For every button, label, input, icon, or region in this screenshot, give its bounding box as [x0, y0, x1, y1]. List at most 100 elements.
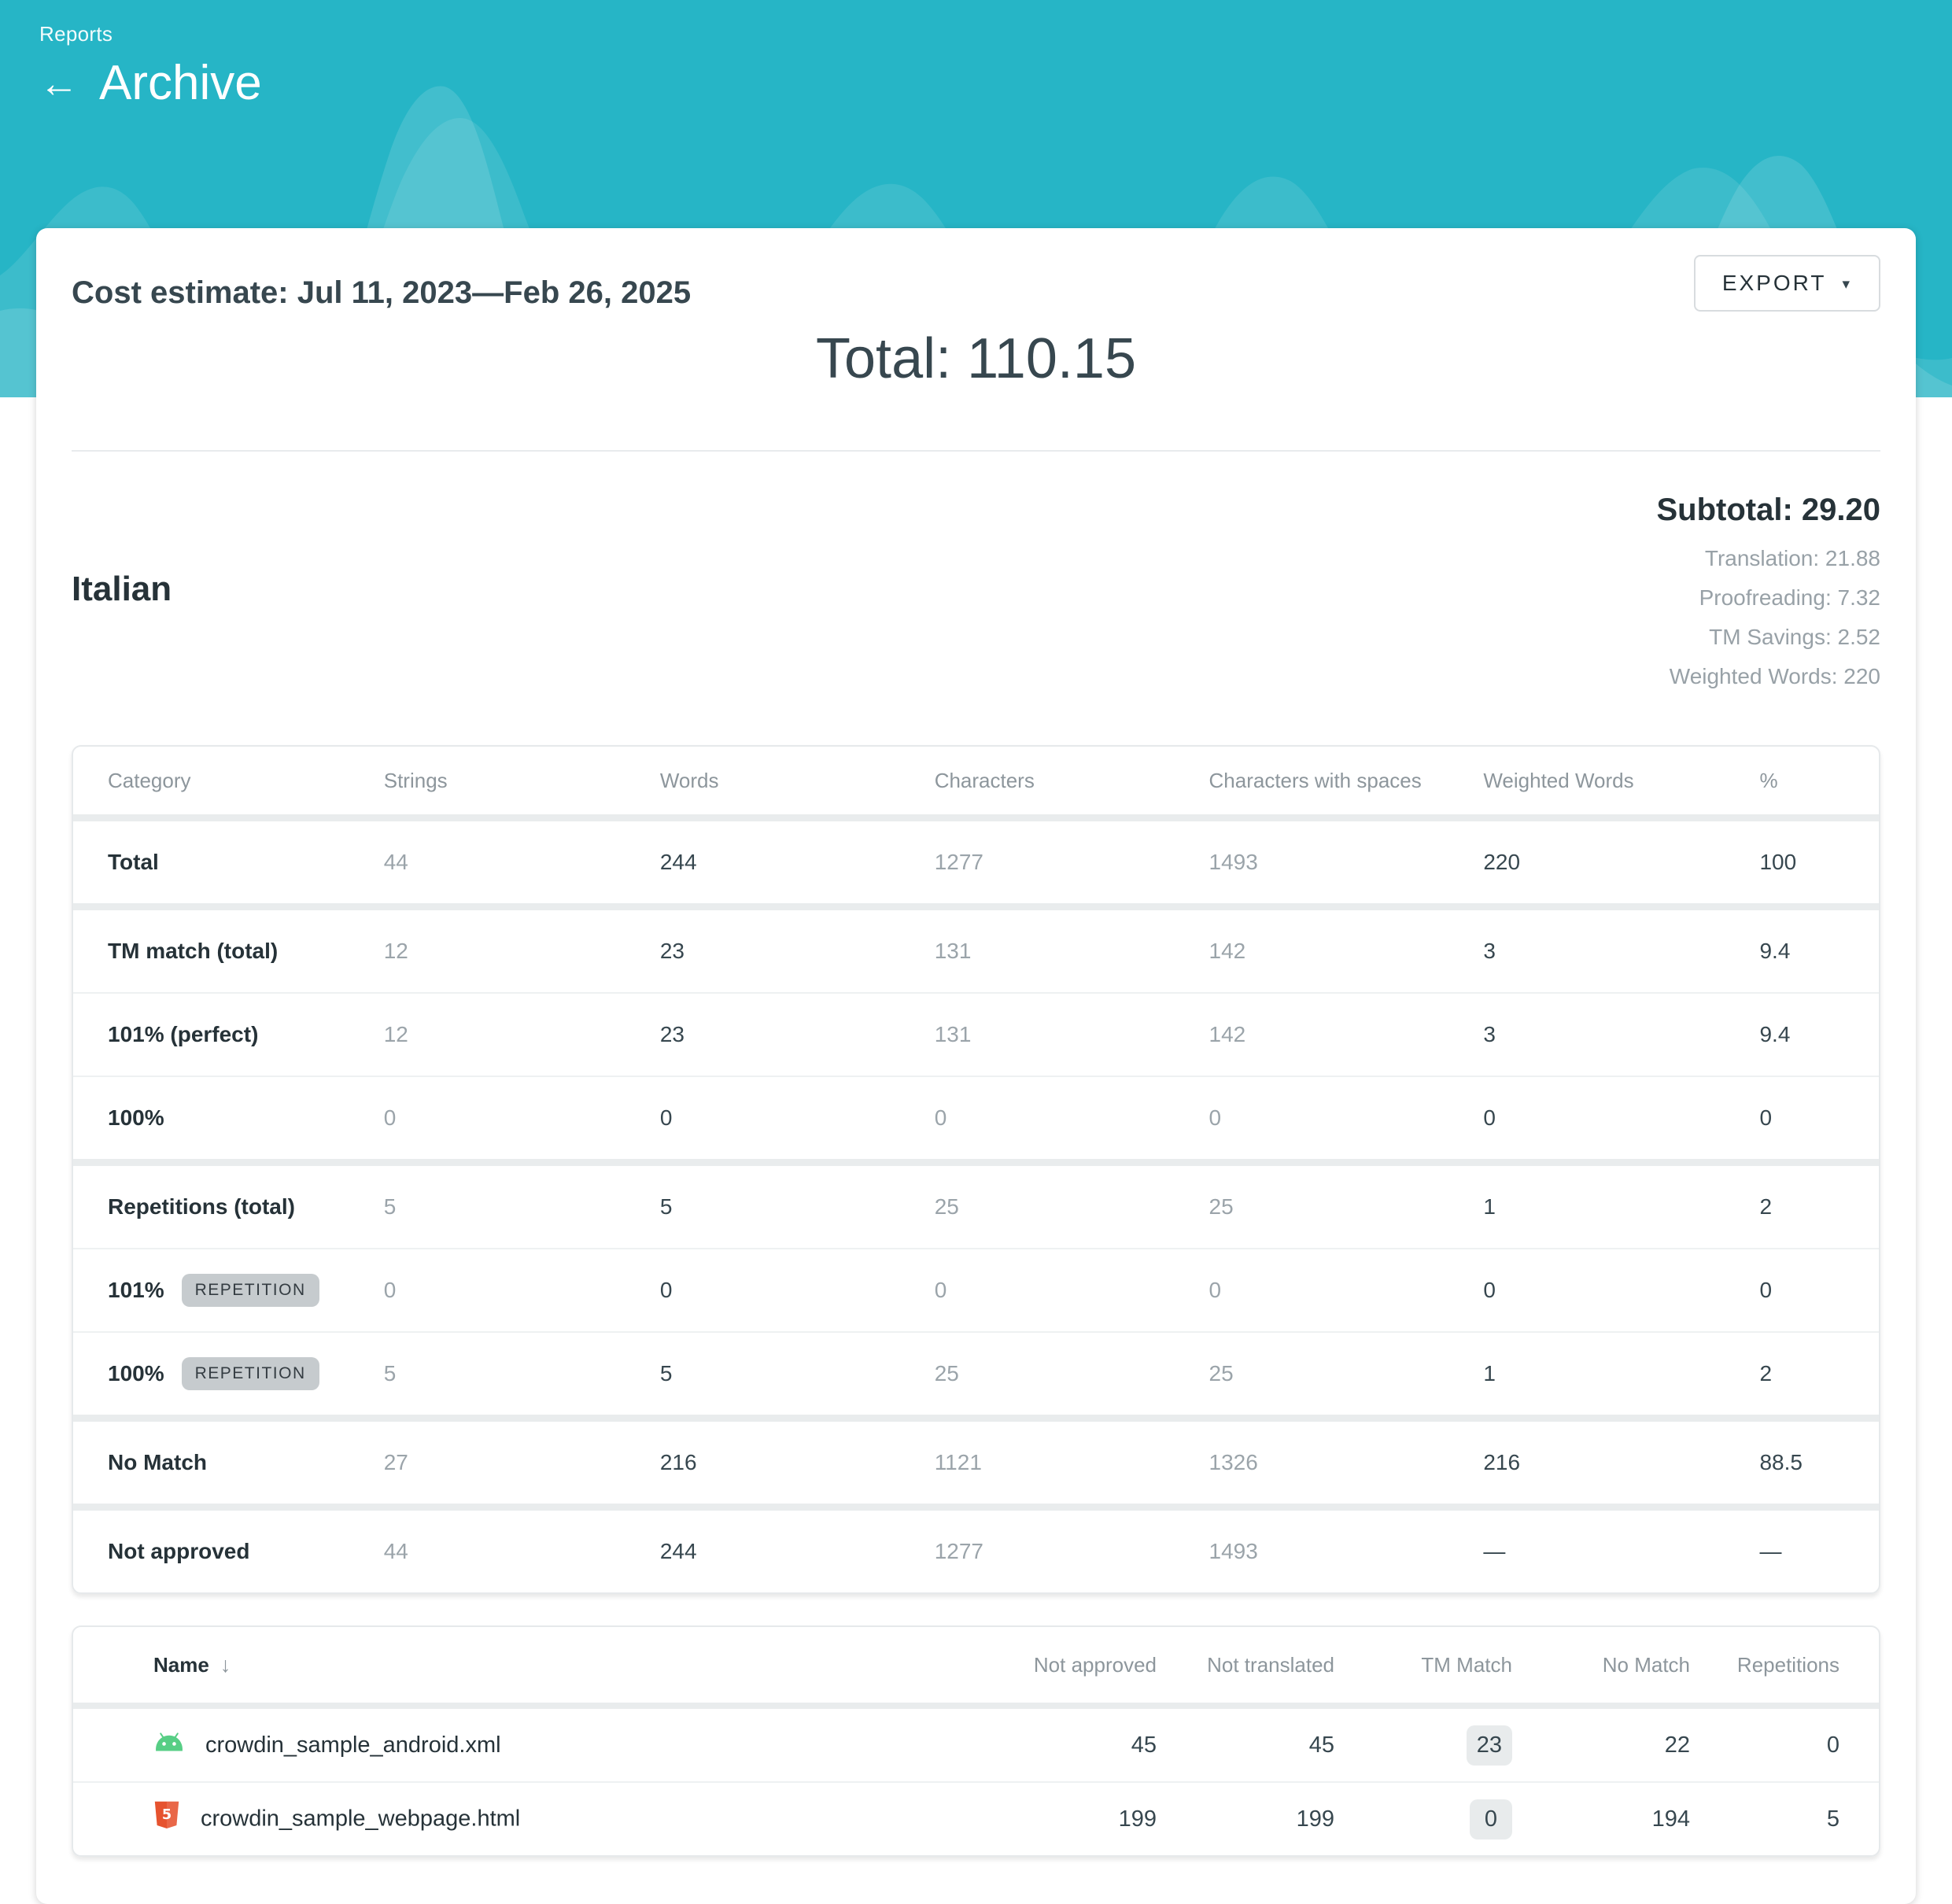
- category-value: 244: [659, 850, 697, 874]
- file-stat-value: 23: [1334, 1706, 1512, 1782]
- category-value: 142: [1208, 903, 1484, 993]
- repetition-badge: REPETITION: [181, 1357, 319, 1390]
- category-value: 1277: [934, 1504, 1209, 1592]
- svg-text:5: 5: [162, 1807, 172, 1823]
- files-table: Name ↓ Not approved Not translated TM Match N…: [73, 1627, 1879, 1855]
- category-value: 3: [1483, 903, 1760, 993]
- category-value: 100: [1759, 850, 1797, 874]
- sortable-column-header-name[interactable]: Name ↓: [73, 1627, 979, 1709]
- category-value: 5: [659, 1331, 935, 1419]
- file-stat-value: 22: [1664, 1732, 1690, 1758]
- file-stat-value: 199: [979, 1781, 1157, 1855]
- html-file-icon: 5: [153, 1801, 180, 1837]
- category-row: Total 44 244 1277 1493 220 100: [73, 818, 1879, 907]
- category-label: 100%: [108, 1105, 164, 1130]
- column-header: %: [1759, 747, 1879, 821]
- export-button-label: EXPORT: [1721, 271, 1827, 295]
- category-row: 100% REPETITION 5 5 25 25 1 2: [73, 1331, 1879, 1419]
- subtotal-detail-line: Proofreading: 7.32: [1699, 585, 1880, 610]
- category-label: Total: [108, 850, 159, 874]
- file-stat-value: 0: [1334, 1781, 1512, 1855]
- file-row[interactable]: 5 crowdin_sample_webpage.html 199 199 0 194 5: [73, 1781, 1879, 1855]
- report-total: Total: 110.15: [816, 327, 1136, 390]
- export-button[interactable]: EXPORT ▾: [1693, 255, 1880, 312]
- category-value: 44: [383, 1504, 660, 1592]
- column-header: Not approved: [979, 1627, 1157, 1709]
- file-stat-value: 45: [1308, 1732, 1334, 1758]
- category-value: 220: [1483, 850, 1521, 874]
- category-row: 101% REPETITION 0 0 0 0 0 0: [73, 1248, 1879, 1332]
- category-value: 0: [659, 1248, 935, 1332]
- repetition-badge: REPETITION: [181, 1274, 319, 1307]
- category-value: 131: [934, 992, 1209, 1076]
- category-value: 25: [934, 1331, 1209, 1419]
- file-stat-value: 5: [1690, 1781, 1879, 1855]
- back-arrow-icon[interactable]: ←: [39, 61, 79, 105]
- category-row: Not approved 44 244 1277 1493— —: [73, 1504, 1879, 1592]
- sort-descending-icon: ↓: [220, 1652, 231, 1677]
- category-table-header-row: Category Strings Words Characters Characters…: [73, 747, 1879, 821]
- column-header: Characters with spaces: [1208, 747, 1484, 821]
- column-header-label: Name: [153, 1652, 209, 1677]
- category-value: 1121: [934, 1415, 1209, 1507]
- category-value: 1: [1483, 1331, 1760, 1419]
- files-table-container: Name ↓ Not approved Not translated TM Match N…: [72, 1625, 1880, 1857]
- subtotal-detail-line: TM Savings: 2.52: [1709, 625, 1880, 649]
- category-value: 216: [1483, 1415, 1760, 1507]
- category-value: 88.5: [1759, 1415, 1879, 1507]
- category-value: 0: [934, 1248, 1209, 1332]
- category-value: 0: [383, 1248, 660, 1332]
- category-value: 5: [383, 1331, 660, 1419]
- category-value: 216: [659, 1415, 935, 1507]
- column-header-label: Repetitions: [1736, 1652, 1839, 1677]
- column-header: Strings: [383, 747, 660, 821]
- column-header-label: Not translated: [1207, 1652, 1334, 1677]
- category-table-container: Category Strings Words Characters Characters…: [72, 745, 1880, 1594]
- language-summary: Italian Subtotal: 29.20 Translation: 21.…: [72, 452, 1880, 696]
- category-value: 9.4: [1759, 992, 1879, 1076]
- file-name: crowdin_sample_android.xml: [205, 1732, 501, 1758]
- files-table-body: crowdin_sample_android.xml 45 45 23 22 0 5 crow…: [73, 1706, 1879, 1855]
- column-header: TM Match: [1334, 1627, 1512, 1709]
- file-stat-value: 45: [1131, 1732, 1157, 1758]
- category-value: 131: [934, 903, 1209, 993]
- category-label: No Match: [108, 1450, 207, 1474]
- column-header: No Match: [1512, 1627, 1690, 1709]
- category-value: —: [1483, 1504, 1760, 1592]
- category-value: 0: [934, 1076, 1209, 1163]
- column-header: Characters: [934, 747, 1209, 821]
- column-header: Words: [659, 747, 935, 821]
- category-value: 0: [1208, 1076, 1484, 1163]
- category-value: 5: [659, 1159, 935, 1249]
- file-stat-value: 0: [1826, 1732, 1839, 1758]
- subtotal-detail-line: Translation: 21.88: [1704, 546, 1880, 570]
- file-name-cell[interactable]: crowdin_sample_android.xml: [73, 1706, 979, 1782]
- category-row: No Match 27 216 1121 1326 216 88.5: [73, 1415, 1879, 1507]
- category-table-body: Total 44 244 1277 1493 220 100 TM match (total)…: [73, 818, 1879, 1592]
- category-value: 1: [1483, 1159, 1760, 1249]
- category-value: 0: [1759, 1076, 1879, 1163]
- breadcrumb[interactable]: Reports: [39, 22, 113, 46]
- category-value: 23: [659, 903, 935, 993]
- file-row[interactable]: crowdin_sample_android.xml 45 45 23 22 0: [73, 1706, 1879, 1782]
- category-row: TM match (total) 12 23 131 142 3 9.4: [73, 903, 1879, 993]
- category-value: 142: [1208, 992, 1484, 1076]
- category-value: 27: [383, 1415, 660, 1507]
- category-value: 12: [383, 992, 660, 1076]
- file-stat-value: 199: [1157, 1781, 1334, 1855]
- category-value: 3: [1483, 992, 1760, 1076]
- category-value: 1277: [934, 850, 983, 874]
- category-value: 0: [1759, 1248, 1879, 1332]
- report-title: Cost estimate: Jul 11, 2023—Feb 26, 2025: [72, 275, 692, 310]
- tm-match-badge: 23: [1466, 1725, 1512, 1766]
- category-label: TM match (total): [108, 939, 279, 963]
- category-value: 23: [659, 992, 935, 1076]
- category-value: 25: [934, 1159, 1209, 1249]
- category-row: 101% (perfect) 12 23 131 142 3 9.4: [73, 992, 1879, 1076]
- category-row: Repetitions (total) 5 5 25 25 1 2: [73, 1159, 1879, 1249]
- file-name-cell[interactable]: 5 crowdin_sample_webpage.html: [73, 1781, 979, 1855]
- category-value: 44: [383, 850, 408, 874]
- category-value: 244: [659, 1504, 935, 1592]
- category-value: 25: [1208, 1159, 1484, 1249]
- category-value: 2: [1759, 1159, 1879, 1249]
